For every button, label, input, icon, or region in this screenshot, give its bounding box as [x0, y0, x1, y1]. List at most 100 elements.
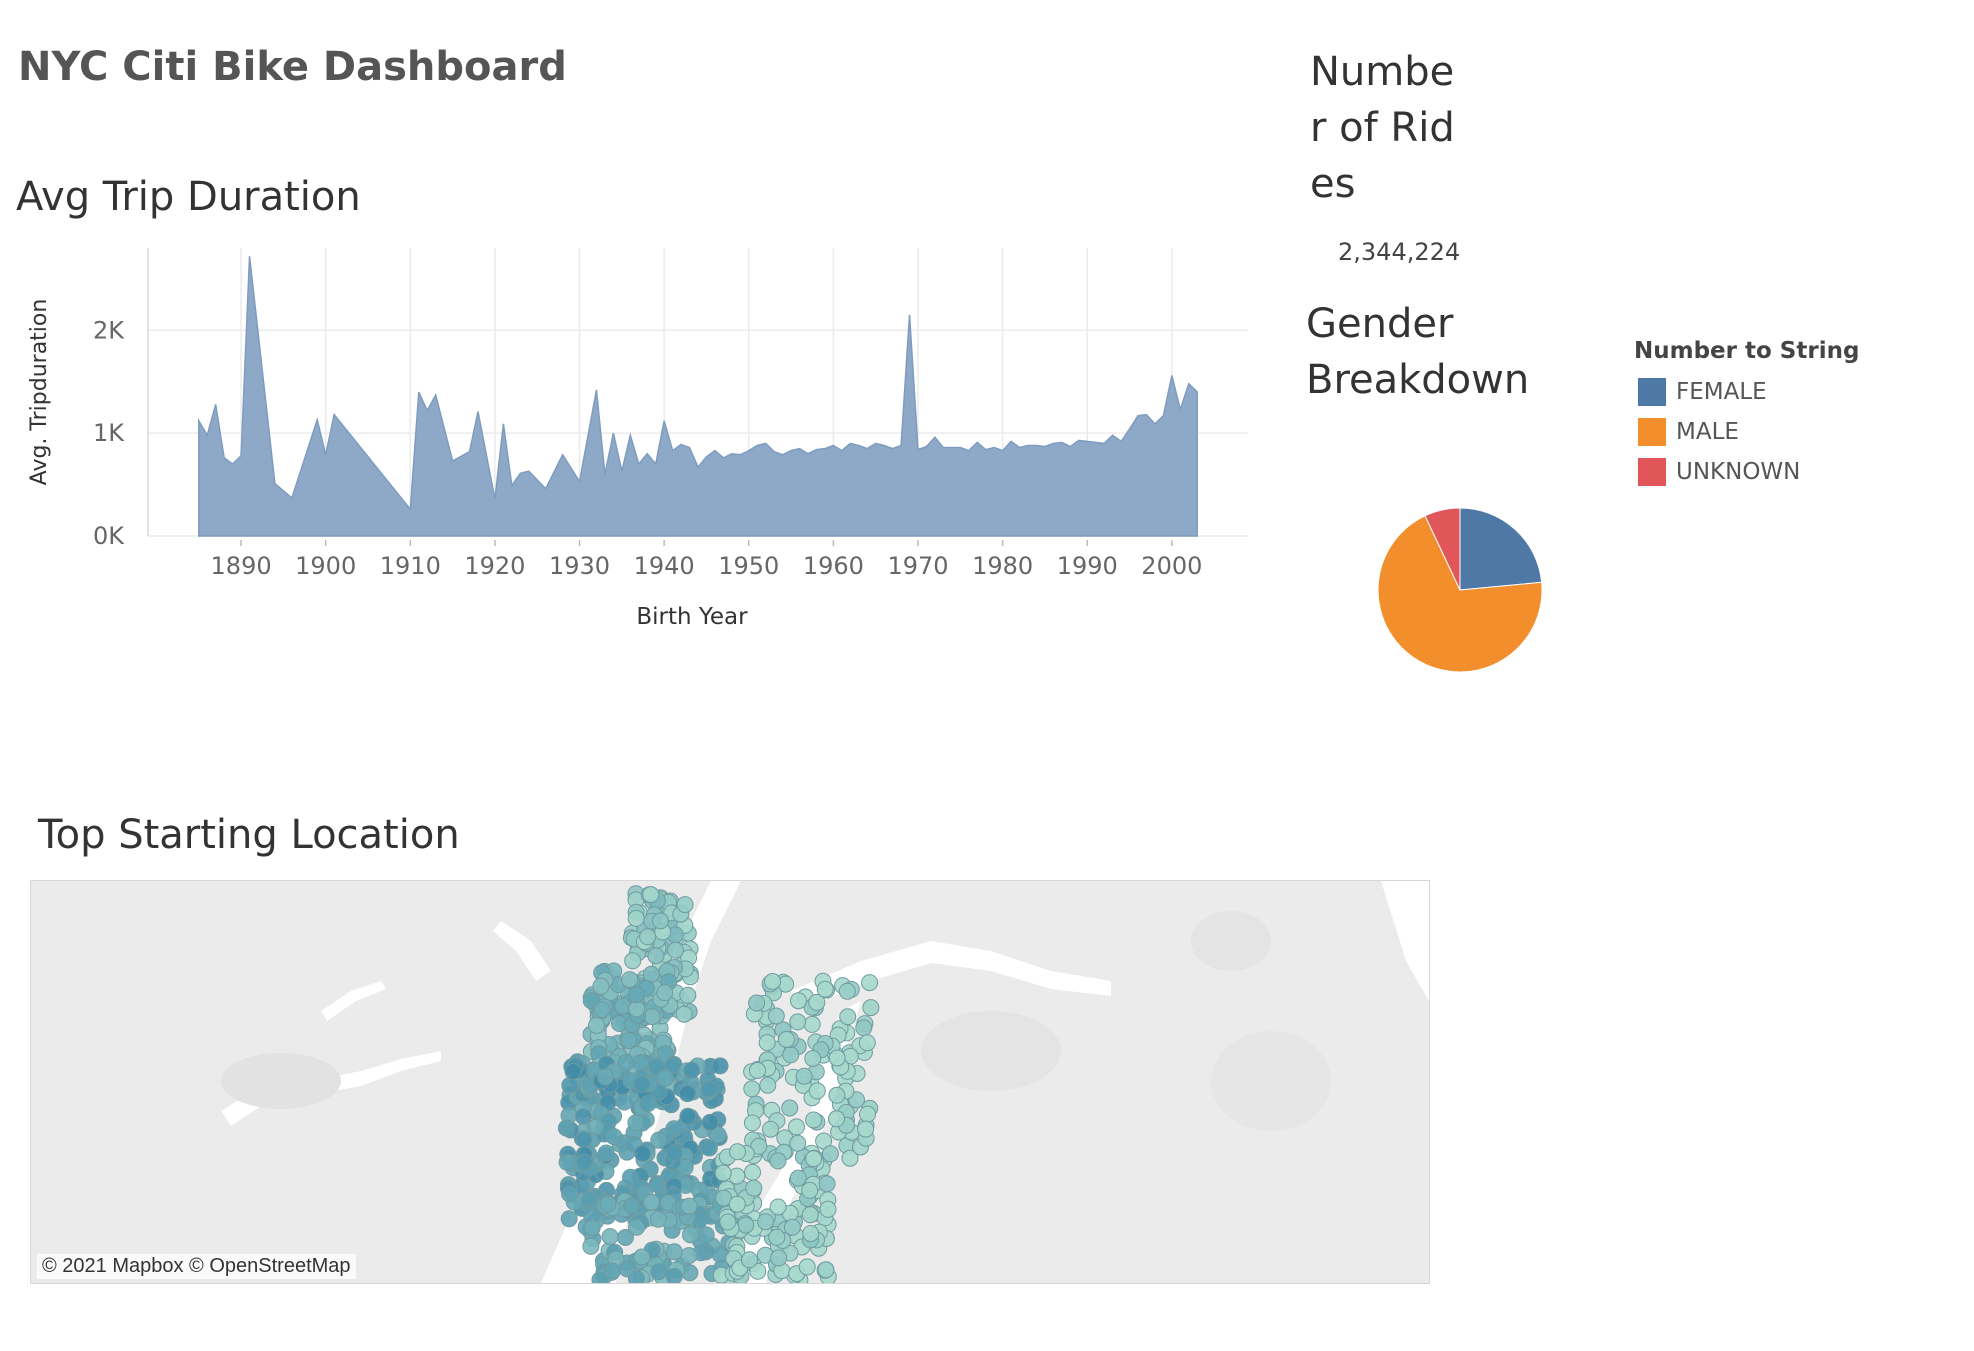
station-dot[interactable]	[557, 1119, 575, 1137]
station-dot[interactable]	[828, 1049, 846, 1067]
station-dot[interactable]	[758, 1034, 776, 1052]
station-dot[interactable]	[749, 1062, 766, 1079]
station-dot[interactable]	[802, 1225, 820, 1242]
pie-slice-male[interactable]	[1377, 515, 1543, 673]
station-dot[interactable]	[783, 1218, 801, 1236]
station-dot[interactable]	[805, 1150, 823, 1168]
station-dot[interactable]	[621, 971, 639, 989]
station-dot[interactable]	[628, 1218, 646, 1236]
station-dot[interactable]	[642, 886, 660, 904]
station-dot[interactable]	[683, 1061, 701, 1079]
station-dot[interactable]	[841, 1149, 859, 1167]
station-dot[interactable]	[858, 1034, 876, 1052]
station-dot[interactable]	[652, 912, 669, 930]
station-dot[interactable]	[558, 1153, 576, 1171]
map-canvas[interactable]	[31, 881, 1429, 1283]
station-dot[interactable]	[789, 1169, 807, 1187]
station-dot[interactable]	[789, 1134, 807, 1152]
station-dot[interactable]	[605, 1128, 623, 1146]
station-dot[interactable]	[782, 1046, 800, 1064]
station-dot[interactable]	[711, 1057, 729, 1075]
station-dot[interactable]	[861, 974, 879, 992]
station-dot[interactable]	[855, 1019, 873, 1037]
station-dot[interactable]	[680, 1197, 698, 1215]
station-dot[interactable]	[743, 1114, 761, 1132]
station-dot[interactable]	[675, 1005, 693, 1023]
trip-duration-area[interactable]	[198, 256, 1198, 537]
station-dot[interactable]	[816, 980, 834, 998]
station-dot[interactable]	[648, 1058, 666, 1076]
station-dot[interactable]	[665, 1268, 683, 1284]
station-dot[interactable]	[757, 1213, 775, 1231]
station-dot[interactable]	[620, 1032, 638, 1050]
station-dot[interactable]	[764, 973, 781, 990]
station-dot[interactable]	[808, 993, 826, 1011]
station-dot[interactable]	[818, 1175, 836, 1193]
station-dot[interactable]	[596, 1068, 614, 1086]
station-dot[interactable]	[781, 1099, 799, 1117]
gender-pie-chart[interactable]	[1370, 500, 1550, 680]
station-dot[interactable]	[745, 1179, 763, 1197]
station-dot[interactable]	[700, 1080, 718, 1098]
station-dot[interactable]	[627, 986, 645, 1004]
station-dot[interactable]	[628, 1000, 646, 1018]
station-dot[interactable]	[749, 1262, 767, 1280]
station-dot[interactable]	[795, 1067, 813, 1085]
station-dot[interactable]	[593, 1001, 611, 1019]
station-dot[interactable]	[750, 1137, 768, 1155]
station-dot[interactable]	[582, 1237, 600, 1255]
station-dot[interactable]	[679, 986, 697, 1004]
station-dot[interactable]	[839, 1008, 857, 1026]
pie-slice-female[interactable]	[1459, 507, 1543, 591]
station-dot[interactable]	[859, 1105, 876, 1123]
station-dot[interactable]	[697, 1226, 715, 1244]
start-location-map[interactable]: © 2021 Mapbox © OpenStreetMap	[30, 880, 1430, 1284]
station-dot[interactable]	[700, 1139, 718, 1157]
station-dot[interactable]	[737, 1216, 755, 1234]
station-dot[interactable]	[643, 1194, 660, 1211]
station-dot[interactable]	[778, 1031, 795, 1048]
station-dot[interactable]	[679, 1107, 697, 1125]
station-dot[interactable]	[622, 1168, 639, 1186]
legend-item-unknown[interactable]: UNKNOWN	[1638, 457, 1800, 487]
station-dot[interactable]	[676, 896, 694, 914]
station-dot[interactable]	[650, 1263, 668, 1281]
station-dot[interactable]	[642, 965, 660, 983]
station-dot[interactable]	[857, 1120, 875, 1138]
station-dot[interactable]	[803, 1015, 821, 1033]
station-dot[interactable]	[583, 1219, 601, 1237]
station-dot[interactable]	[588, 1017, 605, 1034]
station-dot[interactable]	[680, 1247, 698, 1265]
station-dot[interactable]	[862, 999, 880, 1017]
station-dot[interactable]	[798, 1258, 816, 1276]
station-dot[interactable]	[768, 1228, 786, 1246]
station-dot[interactable]	[560, 1210, 578, 1228]
station-dot[interactable]	[701, 1113, 719, 1131]
station-dot[interactable]	[789, 1013, 807, 1031]
station-dot[interactable]	[729, 1143, 746, 1161]
station-dot[interactable]	[769, 1152, 787, 1170]
trip-duration-chart[interactable]: 1890 1900 1910 1920 1930 1940 1950 1960 1970 1980…	[0, 230, 1260, 650]
station-dot[interactable]	[801, 1206, 819, 1224]
station-dot[interactable]	[748, 994, 766, 1012]
station-dot[interactable]	[788, 1118, 805, 1136]
station-dot[interactable]	[591, 1271, 609, 1283]
legend-item-male[interactable]: MALE	[1638, 417, 1739, 447]
station-dot[interactable]	[709, 1126, 727, 1144]
station-dot[interactable]	[627, 909, 645, 927]
station-dot[interactable]	[728, 1195, 746, 1213]
station-dot[interactable]	[805, 1111, 823, 1129]
station-dot[interactable]	[582, 992, 600, 1010]
station-dot[interactable]	[623, 1197, 641, 1215]
station-dot[interactable]	[665, 1144, 683, 1162]
station-dot[interactable]	[599, 1195, 617, 1213]
station-dot[interactable]	[767, 1007, 785, 1025]
station-dot[interactable]	[819, 1200, 837, 1218]
pie-slice-unknown[interactable]	[1424, 507, 1461, 591]
station-dot[interactable]	[601, 1228, 619, 1246]
station-dot[interactable]	[639, 1095, 657, 1113]
station-dot[interactable]	[627, 1114, 645, 1132]
station-dot[interactable]	[808, 1082, 826, 1100]
station-dot[interactable]	[744, 1163, 761, 1181]
station-dot[interactable]	[604, 1262, 621, 1280]
